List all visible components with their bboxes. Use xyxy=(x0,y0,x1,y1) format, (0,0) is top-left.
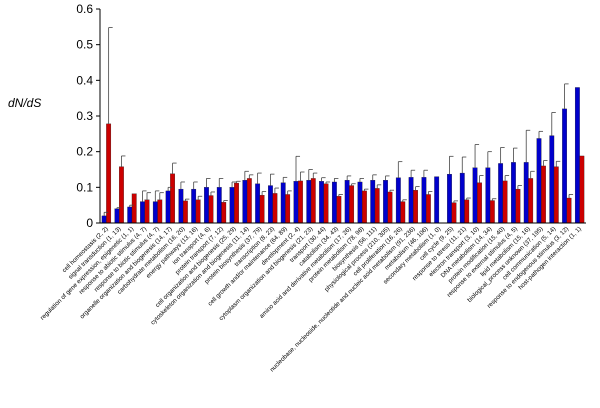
bar-blue xyxy=(268,185,273,224)
bar-blue xyxy=(101,215,107,224)
bar-red xyxy=(566,197,572,224)
bar-red xyxy=(362,190,367,224)
bar-red xyxy=(400,201,406,224)
bar-blue xyxy=(331,181,337,224)
bar-blue xyxy=(216,187,222,224)
bar-red xyxy=(259,195,265,224)
bar-blue xyxy=(574,87,580,224)
bar-blue xyxy=(114,208,120,224)
bar-blue xyxy=(421,177,427,224)
bar-red xyxy=(374,188,380,224)
bar-red xyxy=(387,191,393,224)
bars xyxy=(101,87,585,224)
bar-blue xyxy=(242,180,248,224)
bar-red xyxy=(528,178,534,224)
bar-blue xyxy=(344,180,350,224)
bar-red xyxy=(182,200,188,224)
bar-red xyxy=(144,199,150,224)
bar-red xyxy=(477,182,482,224)
bar-red xyxy=(464,199,470,224)
bar-blue xyxy=(229,187,235,224)
bar-red xyxy=(579,155,585,224)
bar-blue xyxy=(255,183,261,224)
bar-blue xyxy=(485,167,491,224)
y-tick-label: 0.2 xyxy=(76,145,93,159)
bar-red xyxy=(349,185,355,224)
error-bars xyxy=(103,27,574,216)
bar-red xyxy=(451,202,457,224)
bar-blue xyxy=(165,190,171,224)
bar-red xyxy=(131,193,137,224)
bar-red xyxy=(234,182,239,224)
x-tick-labels: cell homeostasis (2, 2)signal transducti… xyxy=(39,225,583,373)
bar-blue xyxy=(408,177,414,224)
bar-blue xyxy=(152,201,158,224)
bar-blue xyxy=(319,181,324,224)
y-tick-label: 0.1 xyxy=(76,180,93,194)
y-axis-label: dN/dS xyxy=(8,96,41,110)
bar-red xyxy=(553,166,559,224)
bar-red xyxy=(170,173,175,224)
y-tick-label: 0.3 xyxy=(76,109,93,123)
bar-red xyxy=(246,178,252,224)
bar-blue xyxy=(204,187,209,224)
bar-red xyxy=(221,202,227,224)
y-tick-label: 0.4 xyxy=(76,73,93,87)
bar-blue xyxy=(472,167,478,224)
bar-red xyxy=(425,194,431,224)
bar-blue xyxy=(459,172,465,224)
y-axis: 0 0.1 0.2 0.3 0.4 0.5 0.6 xyxy=(76,2,101,230)
bar-blue xyxy=(562,108,567,224)
bar-blue xyxy=(370,180,376,224)
bar-red xyxy=(323,183,329,224)
bar-blue xyxy=(127,206,133,224)
bar-red xyxy=(502,180,508,224)
bar-blue xyxy=(498,163,504,224)
bar-red xyxy=(541,165,546,224)
bar-blue xyxy=(447,173,452,224)
bar-blue xyxy=(395,177,401,224)
bar-blue xyxy=(293,181,299,224)
y-tick-label: 0.6 xyxy=(76,2,93,16)
bar-red xyxy=(119,166,124,224)
bar-red xyxy=(489,200,495,224)
bar-red xyxy=(285,194,291,224)
bar-blue xyxy=(523,162,529,224)
bar-blue xyxy=(306,180,312,224)
y-tick-label: 0.5 xyxy=(76,38,93,52)
bar-red xyxy=(208,195,214,224)
bar-blue xyxy=(357,181,363,224)
bar-red xyxy=(515,188,521,224)
bar-blue xyxy=(434,176,440,224)
bar-blue xyxy=(140,201,145,224)
bar-red xyxy=(310,178,316,224)
bar-blue xyxy=(511,162,516,224)
bar-red xyxy=(272,193,278,224)
bar-blue xyxy=(178,188,184,224)
bar-red xyxy=(195,199,201,224)
bar-red xyxy=(336,196,342,224)
bar-red xyxy=(157,199,163,224)
bar-red xyxy=(413,190,418,224)
bar-blue xyxy=(191,188,197,224)
bar-red xyxy=(298,180,303,224)
bar-blue xyxy=(536,138,542,224)
bar-blue xyxy=(383,180,388,224)
bar-blue xyxy=(280,182,286,224)
bar-red xyxy=(106,123,112,224)
bar-blue xyxy=(549,135,555,224)
y-tick-label: 0 xyxy=(86,216,93,230)
